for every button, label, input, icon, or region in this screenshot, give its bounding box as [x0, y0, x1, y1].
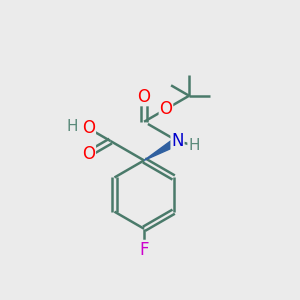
Text: O: O — [159, 100, 172, 118]
Polygon shape — [144, 137, 180, 160]
Text: H: H — [67, 119, 78, 134]
Text: H: H — [188, 138, 200, 153]
Text: O: O — [82, 119, 95, 137]
Text: F: F — [139, 241, 149, 259]
Text: O: O — [82, 145, 95, 163]
Text: N: N — [171, 132, 184, 150]
Text: O: O — [138, 88, 151, 106]
